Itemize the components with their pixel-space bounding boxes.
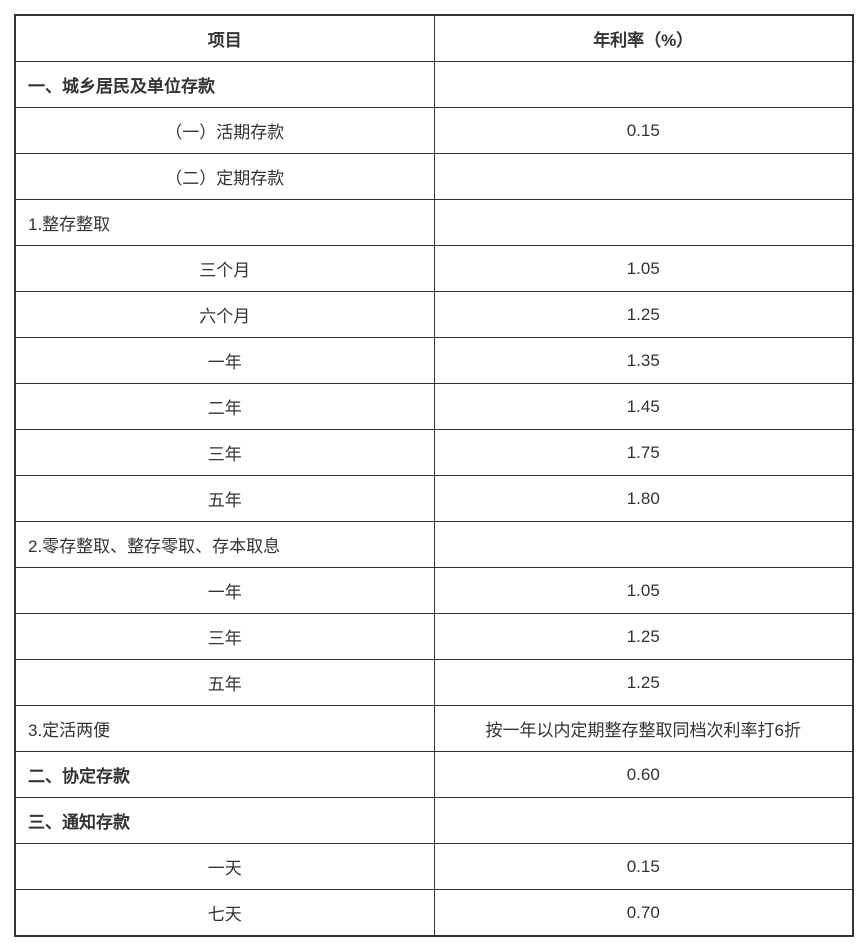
interest-rate-table: 项目 年利率（%） 一、城乡居民及单位存款 （一）活期存款 0.15 （二）定期… [14, 14, 854, 937]
rate-cell: 0.15 [434, 844, 853, 890]
header-item: 项目 [15, 15, 434, 62]
table-row: 一年 1.05 [15, 568, 853, 614]
rate-cell: 0.60 [434, 752, 853, 798]
table-row: 二年 1.45 [15, 384, 853, 430]
item-cell: 二、协定存款 [15, 752, 434, 798]
rate-cell: 1.05 [434, 246, 853, 292]
rate-cell [434, 62, 853, 108]
item-cell: 三、通知存款 [15, 798, 434, 844]
rate-cell: 0.70 [434, 890, 853, 937]
table-row: 三个月 1.05 [15, 246, 853, 292]
table-row: 一天 0.15 [15, 844, 853, 890]
table-row: （二）定期存款 [15, 154, 853, 200]
item-cell: （二）定期存款 [15, 154, 434, 200]
item-cell: 一天 [15, 844, 434, 890]
rate-cell: 1.25 [434, 660, 853, 706]
table-row: 七天 0.70 [15, 890, 853, 937]
table-row: 二、协定存款 0.60 [15, 752, 853, 798]
item-cell: 五年 [15, 660, 434, 706]
item-cell: 六个月 [15, 292, 434, 338]
item-cell: 三个月 [15, 246, 434, 292]
rate-cell [434, 154, 853, 200]
item-cell: 七天 [15, 890, 434, 937]
table-row: 三年 1.75 [15, 430, 853, 476]
table-row: 2.零存整取、整存零取、存本取息 [15, 522, 853, 568]
rate-cell: 1.35 [434, 338, 853, 384]
table-header-row: 项目 年利率（%） [15, 15, 853, 62]
table-row: 3.定活两便 按一年以内定期整存整取同档次利率打6折 [15, 706, 853, 752]
table-row: 一、城乡居民及单位存款 [15, 62, 853, 108]
table-body: 一、城乡居民及单位存款 （一）活期存款 0.15 （二）定期存款 1.整存整取 … [15, 62, 853, 937]
table-row: 三年 1.25 [15, 614, 853, 660]
table-row: （一）活期存款 0.15 [15, 108, 853, 154]
item-cell: 一、城乡居民及单位存款 [15, 62, 434, 108]
rate-cell: 1.25 [434, 614, 853, 660]
table-row: 五年 1.80 [15, 476, 853, 522]
item-cell: 一年 [15, 568, 434, 614]
item-cell: 二年 [15, 384, 434, 430]
rate-cell [434, 522, 853, 568]
rate-cell: 1.80 [434, 476, 853, 522]
rate-cell: 1.45 [434, 384, 853, 430]
rate-cell: 1.25 [434, 292, 853, 338]
table-row: 六个月 1.25 [15, 292, 853, 338]
rate-cell: 按一年以内定期整存整取同档次利率打6折 [434, 706, 853, 752]
rate-cell: 1.05 [434, 568, 853, 614]
item-cell: 1.整存整取 [15, 200, 434, 246]
item-cell: 三年 [15, 614, 434, 660]
rate-cell: 1.75 [434, 430, 853, 476]
table-row: 五年 1.25 [15, 660, 853, 706]
item-cell: 三年 [15, 430, 434, 476]
table-row: 三、通知存款 [15, 798, 853, 844]
header-rate: 年利率（%） [434, 15, 853, 62]
item-cell: 五年 [15, 476, 434, 522]
table-row: 一年 1.35 [15, 338, 853, 384]
item-cell: 2.零存整取、整存零取、存本取息 [15, 522, 434, 568]
rate-cell: 0.15 [434, 108, 853, 154]
item-cell: 一年 [15, 338, 434, 384]
table-row: 1.整存整取 [15, 200, 853, 246]
rate-cell [434, 798, 853, 844]
item-cell: 3.定活两便 [15, 706, 434, 752]
rate-cell [434, 200, 853, 246]
item-cell: （一）活期存款 [15, 108, 434, 154]
